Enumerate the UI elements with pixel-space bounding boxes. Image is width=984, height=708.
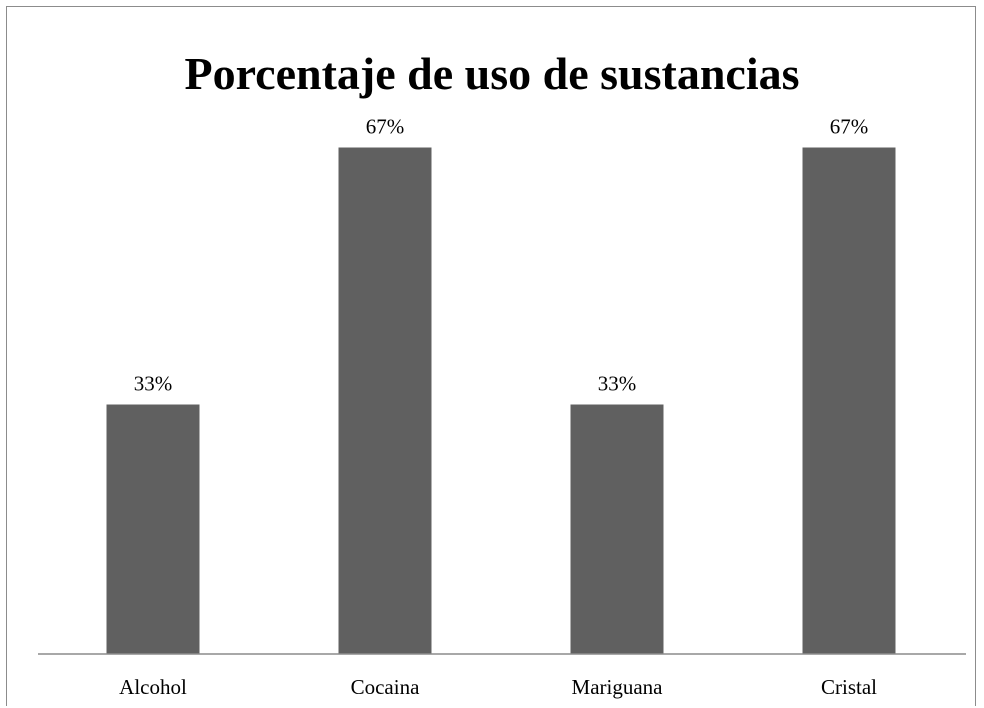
tick-label-alcohol: Alcohol xyxy=(119,675,187,699)
labels-layer: 33% Alcohol 67% Cocaina 33% Mariguana 67% Crist… xyxy=(119,115,877,700)
bar-mariguana xyxy=(570,404,664,654)
bars-layer xyxy=(106,147,896,654)
data-label-mariguana: 33% xyxy=(598,372,637,396)
chart-title: Porcentaje de uso de sustancias xyxy=(184,48,799,99)
bar-cristal xyxy=(802,147,896,654)
tick-label-mariguana: Mariguana xyxy=(572,675,664,699)
tick-label-cocaina: Cocaina xyxy=(351,675,420,699)
data-label-cocaina: 67% xyxy=(366,115,405,139)
bar-alcohol xyxy=(106,404,200,654)
data-label-cristal: 67% xyxy=(830,115,869,139)
data-label-alcohol: 33% xyxy=(134,372,173,396)
tick-label-cristal: Cristal xyxy=(821,675,877,699)
bar-cocaina xyxy=(338,147,432,654)
